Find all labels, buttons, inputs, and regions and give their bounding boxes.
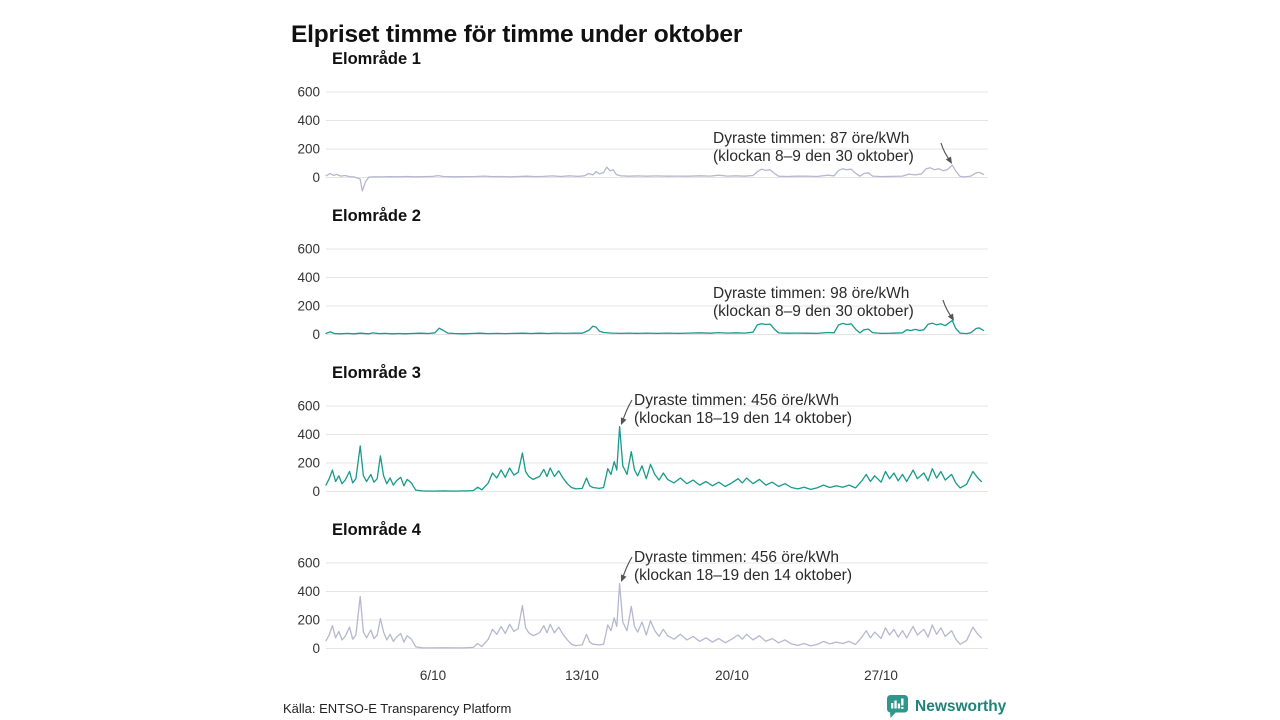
- y-tick-label: 200: [297, 142, 320, 157]
- y-tick-label: 600: [297, 242, 320, 257]
- line-chart-elomrade-2: 600 400 200 0: [297, 242, 988, 342]
- annotation-line2: (klockan 8–9 den 30 oktober): [713, 303, 914, 320]
- y-tick-label: 600: [297, 399, 320, 414]
- chart-section-elomrade-4: Elområde 4 600 400 200 0: [283, 521, 1000, 677]
- source-credit: Källa: ENTSO-E Transparency Platform: [283, 701, 512, 716]
- y-tick-label: 0: [312, 170, 320, 185]
- chart-section-elomrade-1: Elområde 1 600 400 200 0: [283, 50, 1000, 206]
- y-tick-label: 0: [312, 327, 320, 342]
- annotation-elomrade-2: Dyraste timmen: 98 öre/kWh (klockan 8–9 …: [713, 285, 914, 321]
- y-tick-label: 0: [312, 484, 320, 499]
- chart-title-elomrade-1: Elområde 1: [332, 50, 421, 68]
- y-tick-label: 200: [297, 456, 320, 471]
- line-chart-elomrade-4: 600 400 200 0: [297, 556, 988, 656]
- x-axis-labels: 6/10 13/10 20/10 27/10: [283, 668, 1000, 688]
- newsworthy-logo-icon: [887, 695, 908, 718]
- y-tick-label: 200: [297, 613, 320, 628]
- x-tick-label: 13/10: [565, 668, 599, 683]
- annotation-arrow-icon: [940, 142, 952, 164]
- y-tick-label: 200: [297, 299, 320, 314]
- annotation-elomrade-4: Dyraste timmen: 456 öre/kWh (klockan 18–…: [634, 549, 852, 585]
- annotation-line2: (klockan 8–9 den 30 oktober): [713, 148, 914, 165]
- price-line: [325, 582, 983, 649]
- annotation-line1: Dyraste timmen: 456 öre/kWh: [634, 392, 840, 409]
- annotation-arrow-icon: [620, 556, 633, 582]
- chart-title-elomrade-4: Elområde 4: [332, 521, 421, 539]
- line-chart-elomrade-1: 600 400 200 0: [297, 85, 988, 192]
- y-tick-label: 400: [297, 113, 320, 128]
- y-tick-label: 400: [297, 427, 320, 442]
- chart-title-elomrade-3: Elområde 3: [332, 364, 421, 382]
- y-tick-label: 400: [297, 270, 320, 285]
- annotation-line1: Dyraste timmen: 98 öre/kWh: [713, 285, 910, 302]
- annotation-line2: (klockan 18–19 den 14 oktober): [634, 410, 853, 427]
- price-line: [325, 425, 983, 492]
- chart-section-elomrade-2: Elområde 2 600 400 200 0: [283, 207, 1000, 363]
- y-tick-label: 400: [297, 584, 320, 599]
- y-tick-label: 0: [312, 641, 320, 656]
- chart-section-elomrade-3: Elområde 3 600 400 200 0: [283, 364, 1000, 520]
- line-chart-elomrade-3: 600 400 200 0: [297, 399, 988, 499]
- annotation-line1: Dyraste timmen: 456 öre/kWh: [634, 549, 840, 566]
- annotation-line2: (klockan 18–19 den 14 oktober): [634, 567, 853, 584]
- chart-title-elomrade-2: Elområde 2: [332, 207, 421, 225]
- x-tick-label: 6/10: [419, 668, 447, 683]
- page-title: Elpriset timme för timme under oktober: [291, 21, 743, 49]
- brand-lockup: Newsworthy: [886, 694, 1006, 719]
- price-line: [325, 319, 985, 335]
- price-line: [325, 164, 985, 192]
- annotation-line1: Dyraste timmen: 87 öre/kWh: [713, 130, 910, 147]
- y-tick-label: 600: [297, 556, 320, 571]
- x-tick-label: 20/10: [715, 668, 749, 683]
- x-tick-label: 27/10: [864, 668, 898, 683]
- annotation-elomrade-3: Dyraste timmen: 456 öre/kWh (klockan 18–…: [634, 392, 852, 428]
- y-tick-label: 600: [297, 85, 320, 100]
- annotation-arrow-icon: [620, 399, 633, 425]
- brand-name: Newsworthy: [915, 697, 1007, 715]
- annotation-elomrade-1: Dyraste timmen: 87 öre/kWh (klockan 8–9 …: [713, 130, 914, 166]
- annotation-arrow-icon: [942, 299, 954, 321]
